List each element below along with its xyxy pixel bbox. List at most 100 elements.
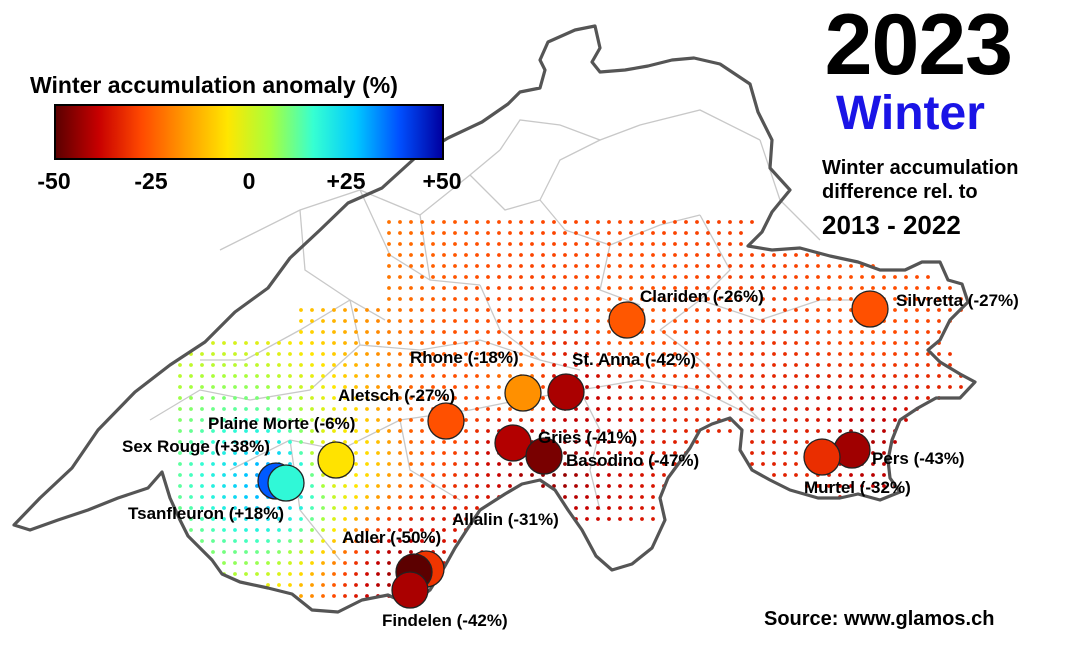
anomaly-dot bbox=[552, 308, 556, 312]
glacier-marker-silvretta[interactable] bbox=[851, 290, 889, 328]
anomaly-dot bbox=[827, 275, 831, 279]
anomaly-dot bbox=[673, 330, 677, 334]
anomaly-dot bbox=[739, 231, 743, 235]
anomaly-dot bbox=[640, 374, 644, 378]
anomaly-dot bbox=[849, 286, 853, 290]
anomaly-dot bbox=[288, 572, 292, 576]
anomaly-dot bbox=[849, 407, 853, 411]
anomaly-dot bbox=[321, 352, 325, 356]
anomaly-dot bbox=[376, 429, 380, 433]
anomaly-dot bbox=[607, 451, 611, 455]
anomaly-dot bbox=[574, 275, 578, 279]
anomaly-dot bbox=[640, 385, 644, 389]
anomaly-dot bbox=[508, 484, 512, 488]
anomaly-dot bbox=[244, 451, 248, 455]
anomaly-dot bbox=[607, 484, 611, 488]
anomaly-dot bbox=[651, 396, 655, 400]
anomaly-dot bbox=[321, 550, 325, 554]
glacier-marker-murtel[interactable] bbox=[803, 438, 841, 476]
anomaly-dot bbox=[398, 319, 402, 323]
anomaly-dot bbox=[574, 352, 578, 356]
anomaly-dot bbox=[596, 308, 600, 312]
anomaly-dot bbox=[607, 253, 611, 257]
anomaly-dot bbox=[607, 330, 611, 334]
anomaly-dot bbox=[662, 473, 666, 477]
anomaly-dot bbox=[310, 341, 314, 345]
anomaly-dot bbox=[354, 594, 358, 598]
anomaly-dot bbox=[398, 440, 402, 444]
anomaly-dot bbox=[607, 363, 611, 367]
anomaly-dot bbox=[354, 484, 358, 488]
anomaly-dot bbox=[893, 418, 897, 422]
anomaly-dot bbox=[915, 330, 919, 334]
anomaly-dot bbox=[926, 275, 930, 279]
glacier-marker-tsanfleuron[interactable] bbox=[267, 464, 305, 502]
anomaly-dot bbox=[882, 352, 886, 356]
anomaly-dot bbox=[277, 550, 281, 554]
anomaly-dot bbox=[805, 341, 809, 345]
anomaly-dot bbox=[519, 363, 523, 367]
glacier-marker-rhone[interactable] bbox=[504, 374, 542, 412]
anomaly-dot bbox=[255, 451, 259, 455]
anomaly-dot bbox=[838, 407, 842, 411]
anomaly-dot bbox=[211, 407, 215, 411]
anomaly-dot bbox=[442, 275, 446, 279]
anomaly-dot bbox=[387, 440, 391, 444]
anomaly-dot bbox=[849, 396, 853, 400]
anomaly-dot bbox=[706, 407, 710, 411]
anomaly-dot bbox=[585, 495, 589, 499]
anomaly-dot bbox=[816, 297, 820, 301]
anomaly-dot bbox=[442, 264, 446, 268]
anomaly-dot bbox=[277, 363, 281, 367]
anomaly-dot bbox=[596, 473, 600, 477]
anomaly-dot bbox=[420, 517, 424, 521]
anomaly-dot bbox=[563, 451, 567, 455]
anomaly-dot bbox=[849, 352, 853, 356]
anomaly-dot bbox=[244, 506, 248, 510]
anomaly-dot bbox=[354, 539, 358, 543]
anomaly-dot bbox=[959, 385, 963, 389]
anomaly-dot bbox=[827, 374, 831, 378]
anomaly-dot bbox=[233, 484, 237, 488]
anomaly-dot bbox=[541, 231, 545, 235]
anomaly-dot bbox=[607, 385, 611, 389]
glacier-marker-plaine-morte[interactable] bbox=[317, 441, 355, 479]
anomaly-dot bbox=[574, 231, 578, 235]
anomaly-dot bbox=[431, 440, 435, 444]
anomaly-dot bbox=[508, 308, 512, 312]
glacier-marker-basodino[interactable] bbox=[525, 437, 563, 475]
glacier-marker-st-anna[interactable] bbox=[547, 373, 585, 411]
anomaly-dot bbox=[453, 297, 457, 301]
anomaly-dot bbox=[431, 473, 435, 477]
anomaly-dot bbox=[794, 407, 798, 411]
anomaly-dot bbox=[651, 473, 655, 477]
anomaly-dot bbox=[200, 429, 204, 433]
anomaly-dot bbox=[728, 352, 732, 356]
anomaly-dot bbox=[244, 407, 248, 411]
anomaly-dot bbox=[354, 418, 358, 422]
anomaly-dot bbox=[530, 319, 534, 323]
anomaly-dot bbox=[321, 330, 325, 334]
anomaly-dot bbox=[475, 231, 479, 235]
anomaly-dot bbox=[442, 440, 446, 444]
anomaly-dot bbox=[706, 297, 710, 301]
anomaly-dot bbox=[464, 297, 468, 301]
anomaly-dot bbox=[343, 363, 347, 367]
glacier-marker-aletsch[interactable] bbox=[427, 402, 465, 440]
anomaly-dot bbox=[266, 517, 270, 521]
anomaly-dot bbox=[189, 385, 193, 389]
glacier-marker-findelen[interactable] bbox=[391, 571, 429, 609]
anomaly-dot bbox=[200, 352, 204, 356]
anomaly-dot bbox=[409, 231, 413, 235]
anomaly-dot bbox=[662, 330, 666, 334]
anomaly-dot bbox=[750, 297, 754, 301]
anomaly-dot bbox=[431, 506, 435, 510]
anomaly-dot bbox=[321, 517, 325, 521]
glacier-marker-clariden[interactable] bbox=[608, 301, 646, 339]
anomaly-dot bbox=[442, 363, 446, 367]
anomaly-dot bbox=[398, 242, 402, 246]
anomaly-dot bbox=[497, 396, 501, 400]
anomaly-dot bbox=[211, 506, 215, 510]
anomaly-dot bbox=[310, 451, 314, 455]
anomaly-dot bbox=[662, 264, 666, 268]
